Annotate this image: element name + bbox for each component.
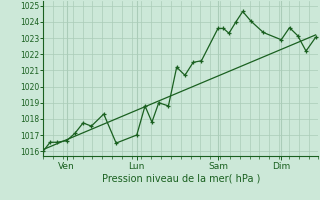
- X-axis label: Pression niveau de la mer( hPa ): Pression niveau de la mer( hPa ): [102, 173, 260, 183]
